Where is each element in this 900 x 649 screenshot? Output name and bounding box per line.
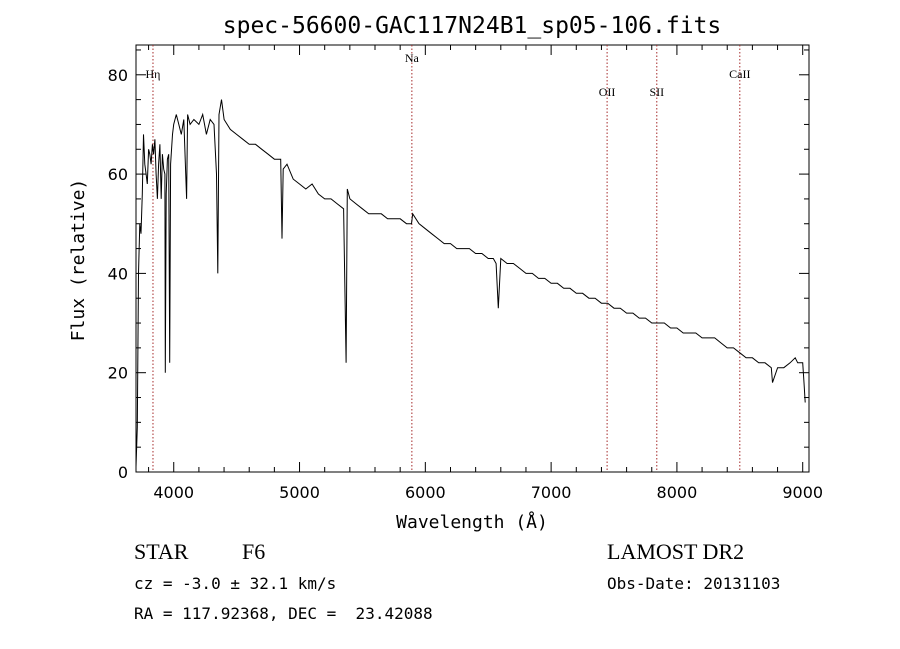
y-tick-label: 40 xyxy=(108,264,128,283)
y-tick-label: 60 xyxy=(108,165,128,184)
spectral-line-label: Hη xyxy=(146,67,161,81)
x-tick-label: 9000 xyxy=(782,483,823,502)
y-tick-label: 20 xyxy=(108,364,128,383)
spectral-line-label: OII xyxy=(599,85,616,99)
x-axis: 4000 5000 6000 7000 8000 9000 xyxy=(148,45,823,502)
spectral-line-label: SII xyxy=(649,85,664,99)
velocity-readout: cz = -3.0 ± 32.1 km/s xyxy=(134,574,336,593)
x-tick-label: 8000 xyxy=(657,483,698,502)
y-tick-label: 0 xyxy=(118,463,128,482)
spectral-line-label: Na xyxy=(405,51,420,65)
obs-date: Obs-Date: 20131103 xyxy=(607,574,780,593)
survey-name: LAMOST DR2 xyxy=(607,539,744,564)
y-axis: 0 20 40 60 80 xyxy=(108,49,809,482)
y-axis-label: Flux (relative) xyxy=(68,179,89,342)
chart-title: spec-56600-GAC117N24B1_sp05-106.fits xyxy=(223,13,722,39)
spectrum-line xyxy=(135,99,806,468)
plot-border xyxy=(135,44,810,473)
spectral-line-markers: Hη Na OII SII CaII xyxy=(146,45,750,472)
x-tick-label: 5000 xyxy=(279,483,320,502)
spectral-line-label: CaII xyxy=(729,67,750,81)
plot-frame xyxy=(135,44,810,473)
x-tick-label: 4000 xyxy=(153,483,194,502)
object-subclass: F6 xyxy=(242,539,265,564)
x-tick-label: 7000 xyxy=(531,483,572,502)
x-tick-label: 6000 xyxy=(405,483,446,502)
y-tick-label: 80 xyxy=(108,66,128,85)
x-axis-label: Wavelength (Å) xyxy=(396,511,548,533)
object-class: STAR xyxy=(134,539,189,564)
coordinates: RA = 117.92368, DEC = 23.42088 xyxy=(134,604,433,623)
